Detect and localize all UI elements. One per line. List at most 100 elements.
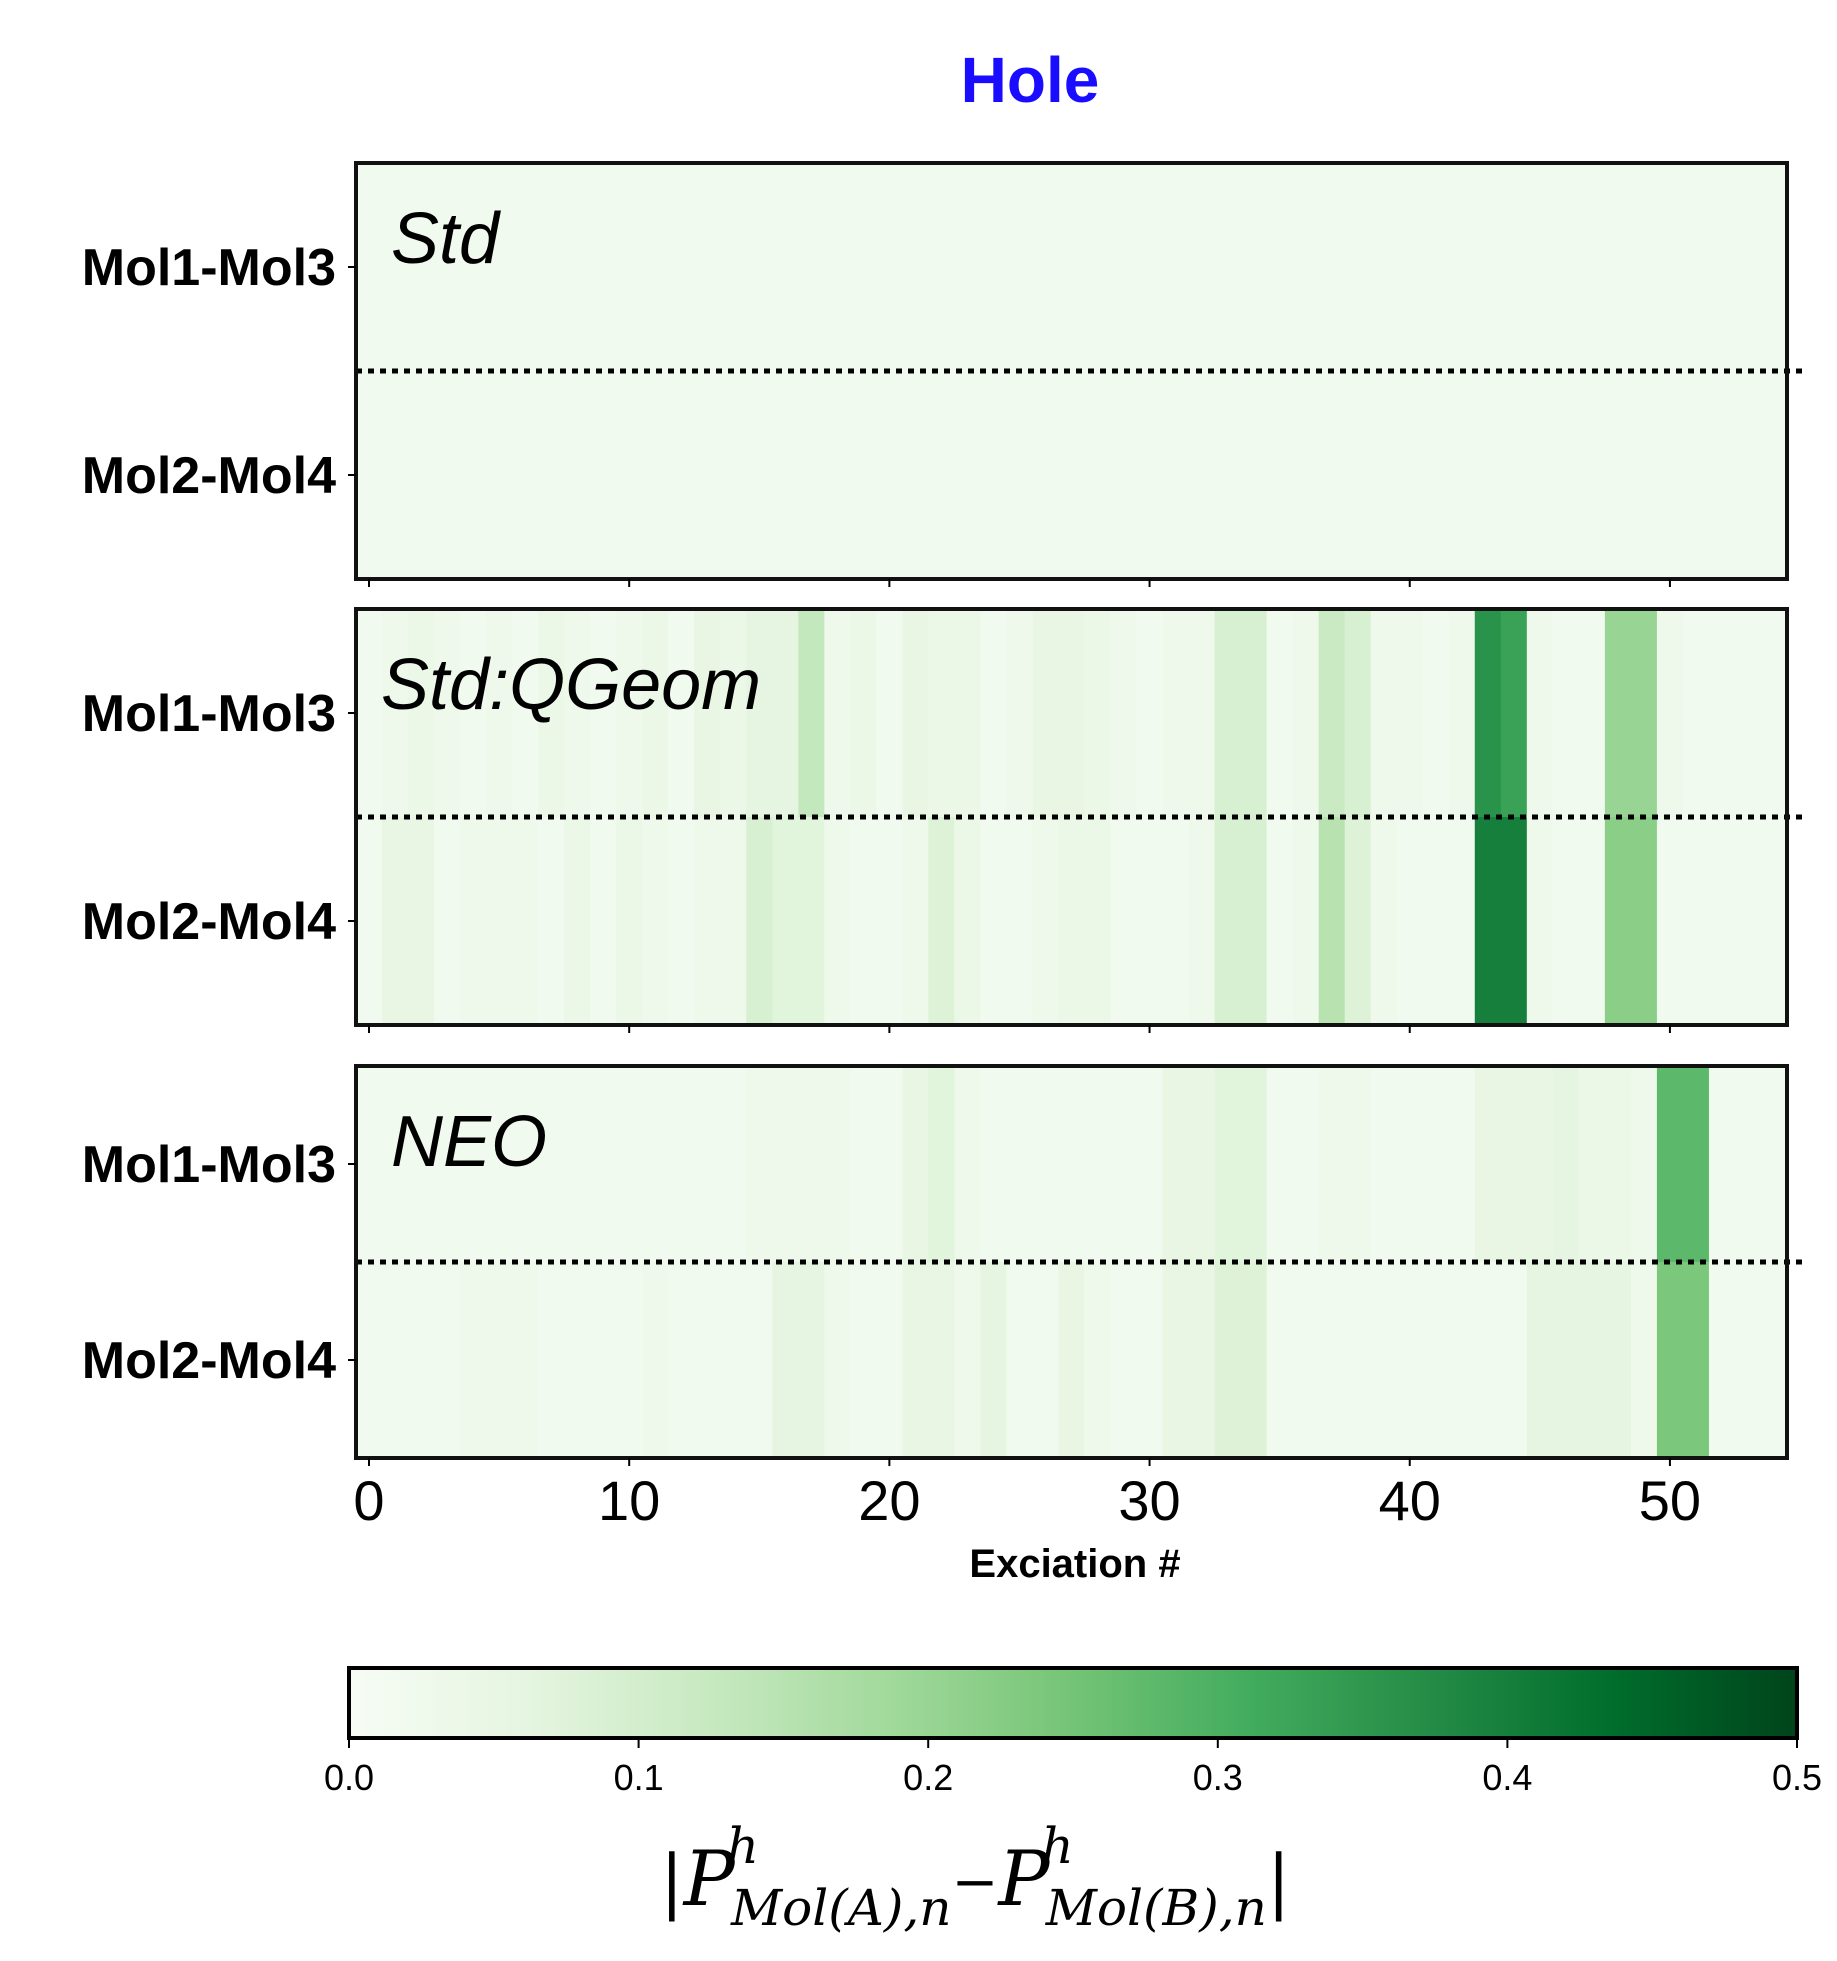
heatmap-cell — [1110, 1066, 1138, 1263]
heatmap-cell — [1682, 1262, 1710, 1459]
heatmap-cell — [1396, 609, 1424, 818]
heatmap-cell — [1734, 817, 1762, 1026]
heatmap-cell — [1448, 609, 1476, 818]
heatmap-cell — [1500, 817, 1528, 1026]
heatmap-cell — [824, 1262, 851, 1459]
heatmap-cell — [1630, 609, 1658, 818]
heatmap-cell — [1578, 371, 1606, 580]
heatmap-cell — [486, 371, 513, 580]
heatmap-cell — [954, 163, 982, 372]
panel-label: Std — [391, 199, 501, 279]
heatmap-cell — [1058, 371, 1086, 580]
heatmap-cell — [694, 1262, 721, 1459]
heatmap-cell — [746, 817, 773, 1026]
heatmap-cell — [564, 817, 591, 1026]
heatmap-cell — [980, 1262, 1008, 1459]
heatmap-cell — [382, 371, 409, 580]
heatmap-cell — [746, 1262, 773, 1459]
heatmap-cell — [798, 163, 825, 372]
heatmap-cell — [1084, 371, 1112, 580]
heatmap-cell — [928, 609, 956, 818]
panel-std: Std Mol1-Mol3 Mol2-Mol4 — [82, 161, 1805, 587]
heatmap-cell — [668, 1066, 695, 1263]
heatmap-cell — [1240, 609, 1268, 818]
heatmap-cell — [876, 163, 903, 372]
heatmap-cell — [590, 609, 617, 818]
y-tick-label: Mol1-Mol3 — [82, 239, 336, 297]
y-tick-label: Mol1-Mol3 — [82, 1136, 336, 1194]
x-tick-label: 20 — [858, 1469, 920, 1532]
heatmap-cell — [1526, 817, 1554, 1026]
heatmap-cell — [1370, 817, 1398, 1026]
heatmap-cell — [798, 1262, 825, 1459]
heatmap-cell — [746, 609, 773, 818]
heatmap-cell — [876, 817, 903, 1026]
heatmap-cell — [1708, 1066, 1736, 1263]
heatmap-cell — [1058, 163, 1086, 372]
heatmap-cell — [1240, 817, 1268, 1026]
heatmap-cell — [1188, 163, 1216, 372]
heatmap-cell — [1266, 1262, 1294, 1459]
heatmap-cell — [980, 163, 1008, 372]
heatmap-cell — [590, 817, 617, 1026]
heatmap-cell — [1656, 163, 1684, 372]
heatmap-cell — [1006, 609, 1034, 818]
heatmap-cell — [980, 609, 1008, 818]
heatmap-cell — [902, 817, 929, 1026]
heatmap-cell — [1162, 371, 1190, 580]
heatmap-cell — [1656, 371, 1684, 580]
heatmap-cell — [1578, 609, 1606, 818]
heatmap-cell — [1682, 817, 1710, 1026]
heatmap-cell — [434, 371, 461, 580]
heatmap-cell — [1136, 1066, 1164, 1263]
heatmap-cell — [694, 609, 721, 818]
heatmap-cell — [1162, 817, 1190, 1026]
heatmap-cell — [1344, 817, 1372, 1026]
heatmap-cell — [850, 609, 877, 818]
heatmap-cell — [1214, 1262, 1242, 1459]
heatmap-cell — [1058, 817, 1086, 1026]
heatmap-cell — [720, 609, 747, 818]
heatmap-cell — [824, 163, 851, 372]
heatmap-cell — [1630, 817, 1658, 1026]
heatmap-cell — [486, 1262, 513, 1459]
colorbar-tick-label: 0.4 — [1482, 1757, 1532, 1798]
heatmap-cell — [460, 163, 487, 372]
heatmap-cell — [1032, 163, 1060, 372]
y-tick-label: Mol1-Mol3 — [82, 685, 336, 743]
heatmap-cell — [1682, 371, 1710, 580]
heatmap-cell — [902, 1262, 929, 1459]
heatmap-cell — [356, 609, 383, 818]
x-axis: 0 10 20 30 40 50 — [353, 1469, 1701, 1532]
heatmap-cell — [1500, 1066, 1528, 1263]
heatmap-cell — [928, 1066, 956, 1263]
heatmap-cell — [798, 817, 825, 1026]
heatmap-cell — [954, 1066, 982, 1263]
heatmap-cell — [746, 371, 773, 580]
x-tick-label: 40 — [1379, 1469, 1441, 1532]
heatmap-cell — [538, 163, 565, 372]
heatmap-cell — [1292, 371, 1320, 580]
heatmap-cell — [512, 371, 539, 580]
heatmap-cell — [1396, 1066, 1424, 1263]
heatmap-cell — [850, 163, 877, 372]
heatmap-cell — [720, 1262, 747, 1459]
heatmap-cell — [1006, 1066, 1034, 1263]
heatmap-cell — [1266, 371, 1294, 580]
heatmap-cell — [1162, 609, 1190, 818]
heatmap-cell — [1136, 817, 1164, 1026]
heatmap-cell — [798, 1066, 825, 1263]
heatmap-cell — [616, 163, 643, 372]
heatmap-cell — [694, 817, 721, 1026]
heatmap-cell — [434, 1262, 461, 1459]
heatmap-cell — [980, 371, 1008, 580]
heatmap-cell — [1448, 817, 1476, 1026]
panel-frame — [354, 161, 1789, 581]
heatmap-cell — [1058, 1262, 1086, 1459]
heatmap-cell — [1734, 609, 1762, 818]
heatmap-cell — [1604, 609, 1632, 818]
heatmap-cell — [1682, 609, 1710, 818]
heatmap-cell — [1604, 817, 1632, 1026]
heatmap-cell — [668, 1262, 695, 1459]
